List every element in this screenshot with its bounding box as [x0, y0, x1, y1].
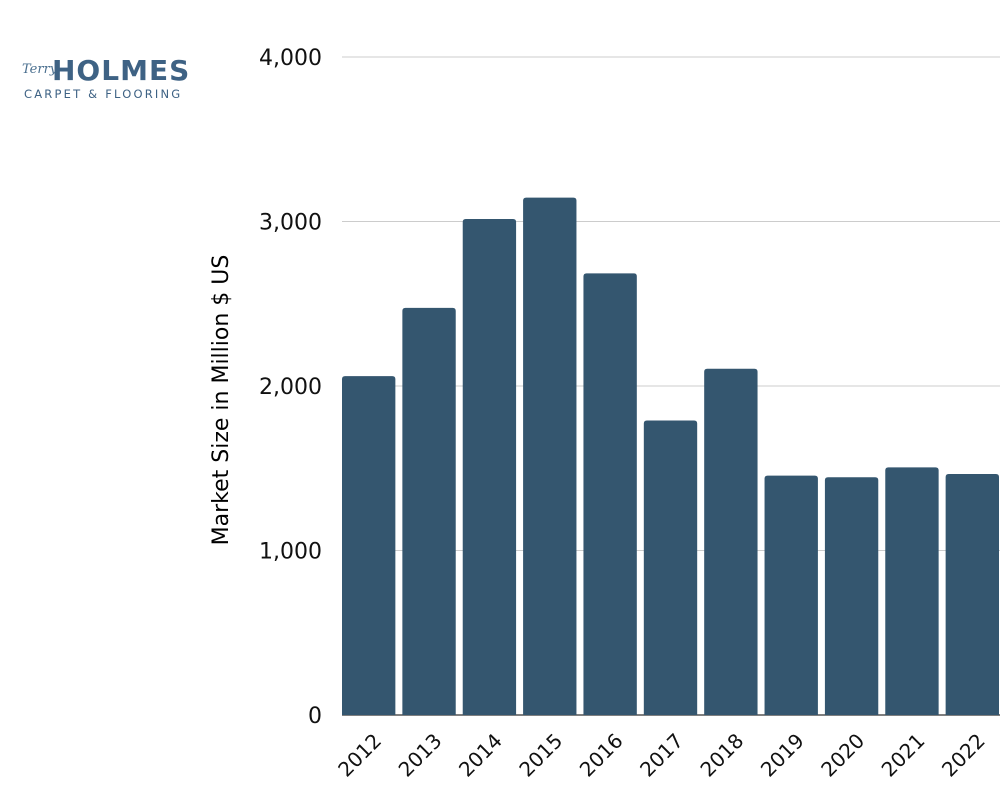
logo-name: HOLMES	[52, 54, 191, 87]
x-tick-label: 2012	[333, 729, 386, 782]
x-tick-label: 2016	[575, 729, 628, 782]
bar-2017	[643, 420, 698, 715]
company-logo: Terry HOLMES CARPET & FLOORING	[22, 56, 212, 102]
y-tick-label: 3,000	[259, 211, 322, 236]
bar-2013	[402, 307, 456, 715]
bar-2021	[885, 467, 939, 715]
x-tick-label: 2014	[454, 729, 507, 782]
y-axis-title: Market Size in Million $ US	[209, 255, 234, 546]
x-tick-label: 2021	[877, 729, 930, 782]
logo-script-text: Terry	[22, 62, 58, 77]
x-tick-label: 2022	[937, 729, 990, 782]
bar-2016	[583, 273, 637, 715]
x-tick-label: 2020	[816, 729, 869, 782]
x-axis-ticks: 2012 2013 2014 2015 2016 2017 2018 2019 2020 2021…	[333, 729, 990, 782]
y-tick-label: 0	[308, 704, 322, 729]
x-tick-label: 2019	[756, 729, 809, 782]
bar-2019	[764, 475, 818, 715]
bar-2020	[824, 477, 879, 715]
bars	[342, 197, 999, 715]
x-tick-label: 2015	[514, 729, 567, 782]
bar-2015	[523, 197, 577, 715]
bar-2018	[704, 368, 758, 715]
bar-2022	[945, 474, 999, 715]
bar-2012	[342, 376, 396, 715]
y-tick-label: 2,000	[259, 375, 322, 400]
x-tick-label: 2018	[695, 729, 748, 782]
y-tick-label: 1,000	[259, 540, 322, 565]
y-tick-label: 4,000	[259, 46, 322, 71]
logo-tagline: CARPET & FLOORING	[24, 87, 183, 101]
x-tick-label: 2013	[394, 729, 447, 782]
y-axis-ticks: 0 1,000 2,000 3,000 4,000	[259, 46, 322, 729]
bar-2014	[462, 219, 517, 715]
x-tick-label: 2017	[635, 729, 688, 782]
